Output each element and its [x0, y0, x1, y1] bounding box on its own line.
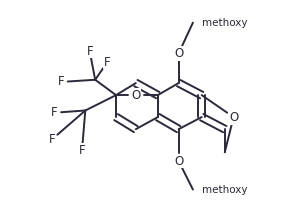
Text: O: O: [229, 110, 238, 124]
Text: methoxy: methoxy: [202, 185, 247, 194]
Text: F: F: [49, 133, 56, 146]
Text: F: F: [79, 143, 85, 156]
Text: O: O: [174, 47, 183, 60]
Text: F: F: [58, 75, 64, 88]
Text: O: O: [131, 89, 140, 102]
Text: F: F: [86, 45, 93, 58]
Text: methoxy: methoxy: [202, 18, 247, 28]
Text: F: F: [104, 56, 111, 69]
Text: F: F: [51, 106, 58, 119]
Text: O: O: [174, 154, 183, 168]
